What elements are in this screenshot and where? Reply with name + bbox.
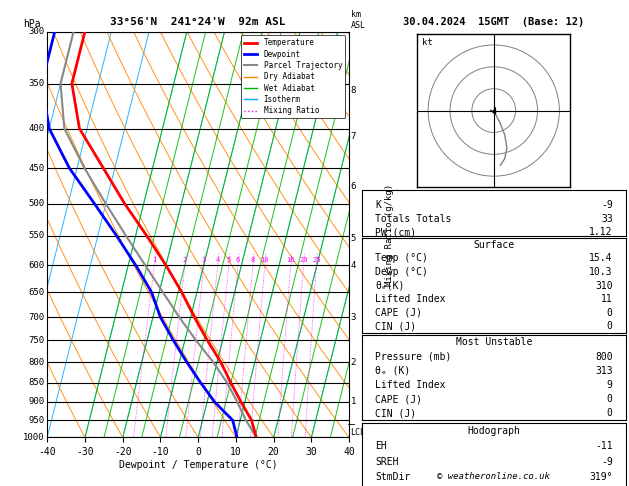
- Text: 0: 0: [607, 308, 613, 318]
- Text: 900: 900: [28, 398, 44, 406]
- Text: 5: 5: [226, 257, 231, 263]
- Text: 650: 650: [28, 288, 44, 296]
- Text: 313: 313: [595, 366, 613, 376]
- Text: EH: EH: [375, 441, 387, 451]
- Text: 6: 6: [350, 182, 356, 191]
- Text: 4: 4: [350, 260, 356, 270]
- Text: 400: 400: [28, 124, 44, 133]
- Text: Hodograph: Hodograph: [467, 426, 520, 435]
- Text: 550: 550: [28, 231, 44, 241]
- Text: 33: 33: [601, 213, 613, 224]
- Text: CAPE (J): CAPE (J): [375, 308, 422, 318]
- Text: 500: 500: [28, 199, 44, 208]
- Text: Lifted Index: Lifted Index: [375, 294, 445, 304]
- Text: 3: 3: [350, 312, 356, 322]
- Text: Surface: Surface: [473, 240, 515, 250]
- Text: SREH: SREH: [375, 457, 398, 467]
- Text: 0: 0: [607, 394, 613, 404]
- Text: 1: 1: [152, 257, 157, 263]
- Text: 6: 6: [236, 257, 240, 263]
- Text: θₑ(K): θₑ(K): [375, 280, 404, 291]
- Text: -11: -11: [595, 441, 613, 451]
- Text: Pressure (mb): Pressure (mb): [375, 351, 451, 362]
- Text: 0: 0: [607, 321, 613, 331]
- Text: 850: 850: [28, 378, 44, 387]
- Text: 2: 2: [350, 358, 356, 367]
- Text: 319°: 319°: [589, 472, 613, 482]
- Text: 350: 350: [28, 79, 44, 88]
- Text: Most Unstable: Most Unstable: [455, 337, 532, 347]
- Text: 20: 20: [299, 257, 308, 263]
- Text: © weatheronline.co.uk: © weatheronline.co.uk: [437, 472, 550, 481]
- Text: 15.4: 15.4: [589, 253, 613, 263]
- Text: 7: 7: [350, 132, 356, 141]
- Text: 700: 700: [28, 312, 44, 322]
- Text: K: K: [375, 200, 381, 209]
- Text: Mixing Ratio (g/kg): Mixing Ratio (g/kg): [386, 183, 394, 286]
- Text: 1: 1: [350, 398, 356, 406]
- Text: Lifted Index: Lifted Index: [375, 380, 445, 390]
- Text: 9: 9: [607, 380, 613, 390]
- Text: 3: 3: [202, 257, 206, 263]
- Text: 30.04.2024  15GMT  (Base: 12): 30.04.2024 15GMT (Base: 12): [403, 17, 584, 27]
- Text: -9: -9: [601, 200, 613, 209]
- Text: 8: 8: [350, 86, 356, 95]
- Text: 1000: 1000: [23, 433, 44, 442]
- Text: LCL: LCL: [350, 428, 365, 437]
- Text: Totals Totals: Totals Totals: [375, 213, 451, 224]
- Text: 10.3: 10.3: [589, 267, 613, 277]
- Text: CAPE (J): CAPE (J): [375, 394, 422, 404]
- Text: 11: 11: [601, 294, 613, 304]
- Text: 0: 0: [607, 408, 613, 418]
- Text: 25: 25: [312, 257, 321, 263]
- Text: km
ASL: km ASL: [350, 10, 365, 30]
- Text: 4: 4: [216, 257, 220, 263]
- Text: θₑ (K): θₑ (K): [375, 366, 410, 376]
- Text: hPa: hPa: [23, 19, 41, 29]
- Text: -9: -9: [601, 457, 613, 467]
- Text: 310: 310: [595, 280, 613, 291]
- Text: 16: 16: [286, 257, 295, 263]
- Text: 8: 8: [251, 257, 255, 263]
- Text: 800: 800: [595, 351, 613, 362]
- Text: 33°56'N  241°24'W  92m ASL: 33°56'N 241°24'W 92m ASL: [110, 17, 286, 27]
- Text: 10: 10: [260, 257, 269, 263]
- X-axis label: Dewpoint / Temperature (°C): Dewpoint / Temperature (°C): [119, 460, 277, 470]
- Text: 950: 950: [28, 416, 44, 425]
- Text: Dewp (°C): Dewp (°C): [375, 267, 428, 277]
- Text: 600: 600: [28, 260, 44, 270]
- Text: Temp (°C): Temp (°C): [375, 253, 428, 263]
- Text: 450: 450: [28, 164, 44, 173]
- Text: StmDir: StmDir: [375, 472, 410, 482]
- Text: kt: kt: [421, 38, 432, 47]
- Text: PW (cm): PW (cm): [375, 227, 416, 237]
- Text: 2: 2: [183, 257, 187, 263]
- Text: 5: 5: [350, 234, 356, 243]
- Text: 1.12: 1.12: [589, 227, 613, 237]
- Text: CIN (J): CIN (J): [375, 321, 416, 331]
- Legend: Temperature, Dewpoint, Parcel Trajectory, Dry Adiabat, Wet Adiabat, Isotherm, Mi: Temperature, Dewpoint, Parcel Trajectory…: [241, 35, 345, 118]
- Text: 300: 300: [28, 27, 44, 36]
- Text: 750: 750: [28, 336, 44, 345]
- Text: CIN (J): CIN (J): [375, 408, 416, 418]
- Text: 800: 800: [28, 358, 44, 367]
